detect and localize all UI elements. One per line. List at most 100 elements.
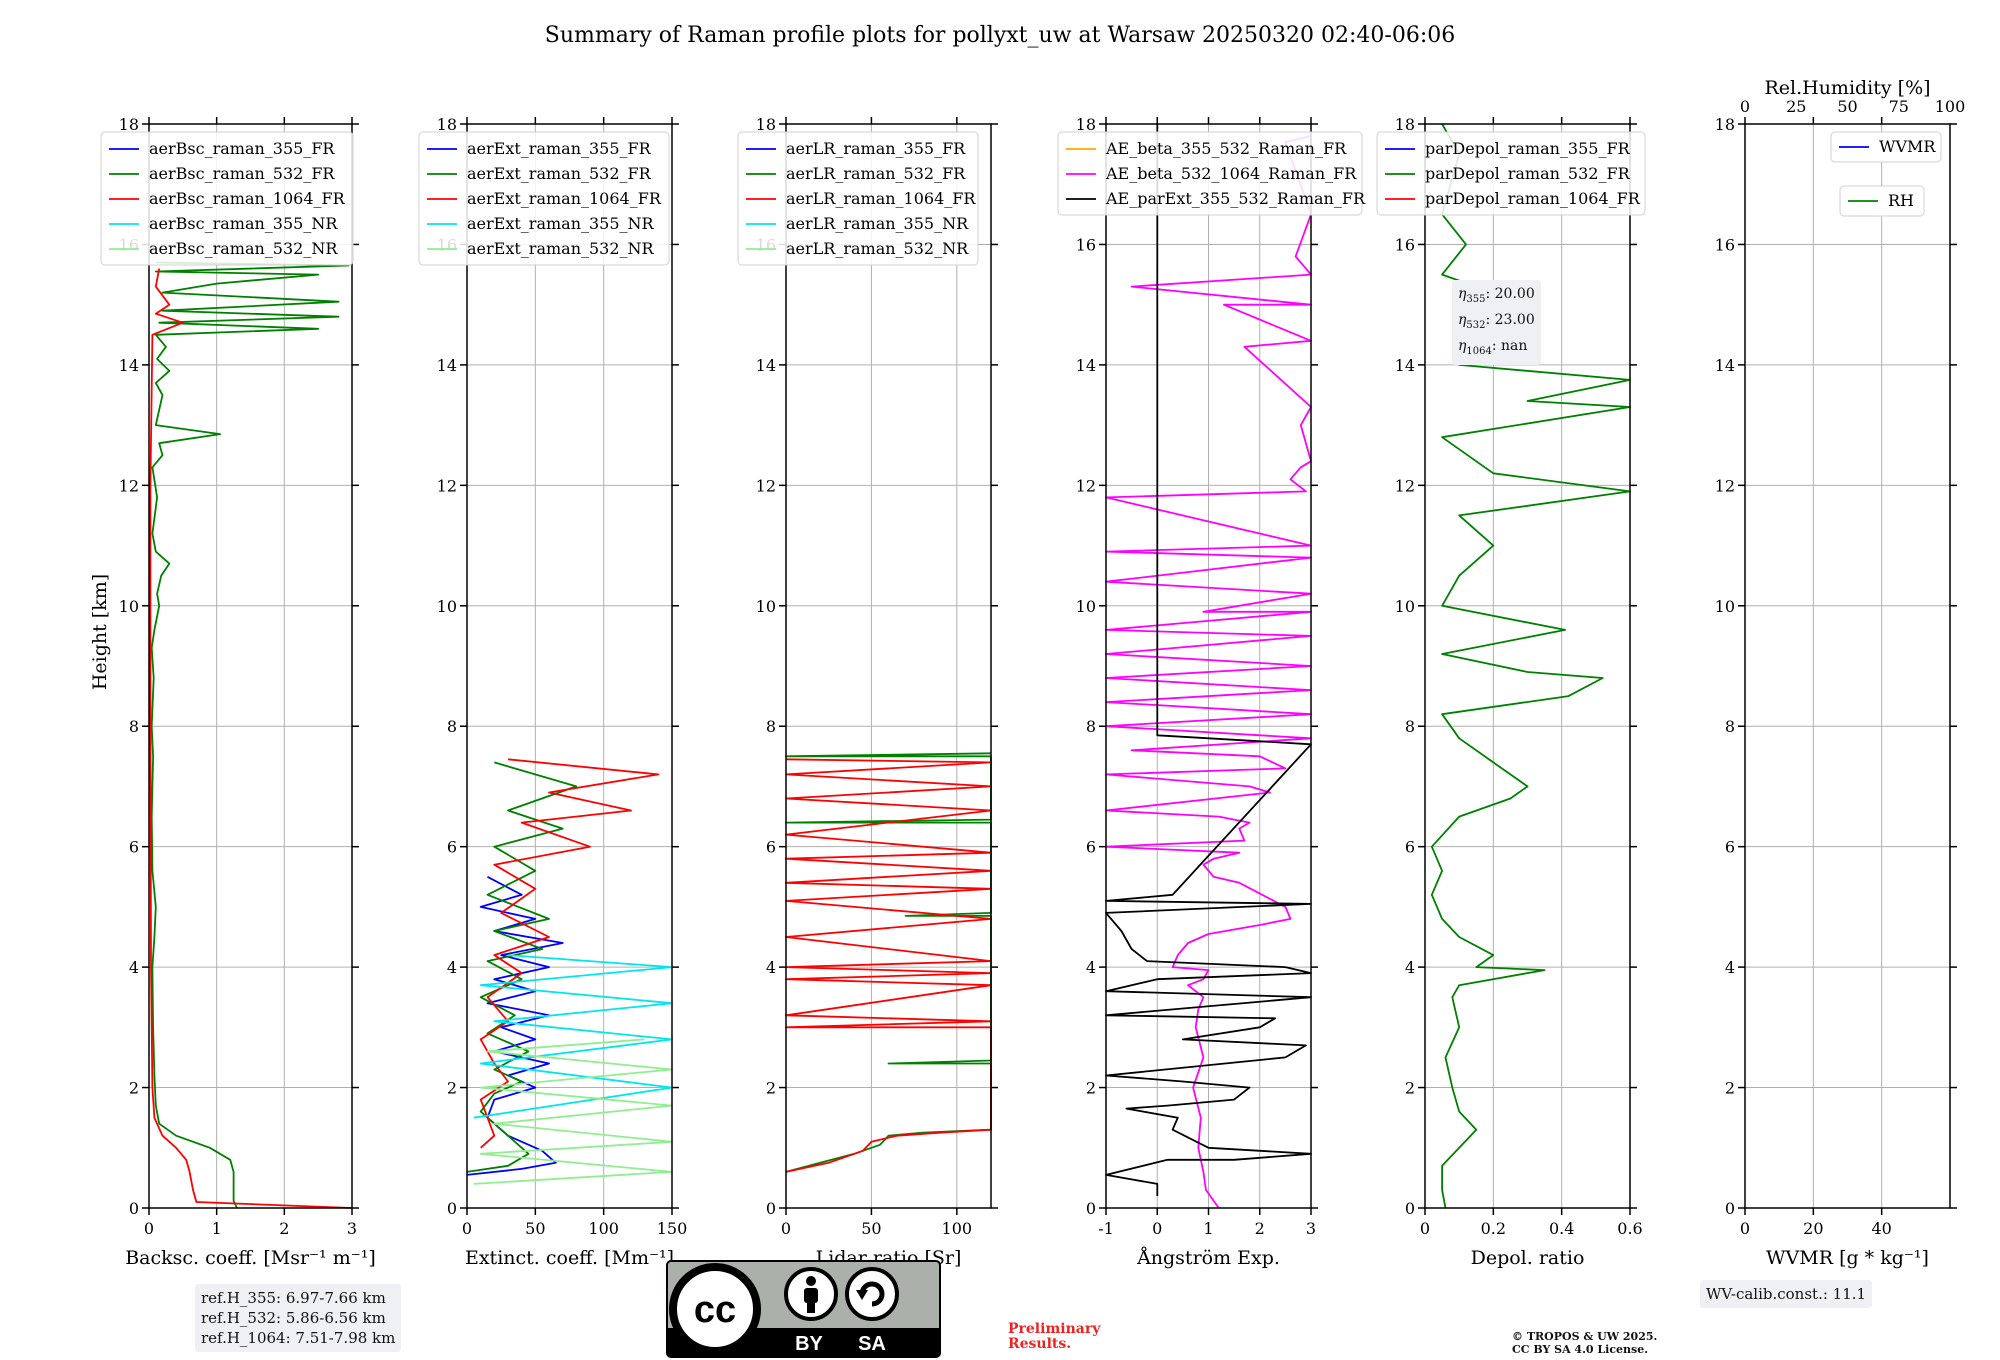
eta-1064: η1064: nan <box>1458 337 1528 357</box>
x-axis-label: Extinct. coeff. [Mm⁻¹] <box>465 1247 674 1269</box>
axes-frame <box>785 123 992 1209</box>
wv-calib-text: WV-calib.const.: 11.1 <box>1706 1285 1867 1303</box>
by-text: BY <box>795 1333 823 1355</box>
legend-box <box>100 131 354 266</box>
x-axis-label: Depol. ratio <box>1471 1247 1585 1269</box>
legend-entry: aerLR_raman_532_NR <box>786 239 969 258</box>
sa-share-alike-icon <box>845 1267 899 1321</box>
y-tick-label: 14 <box>1395 356 1415 375</box>
legend-entry: parDepol_raman_532_FR <box>1425 164 1631 183</box>
series-line-aerBsc_raman_1064_FR <box>149 268 353 1209</box>
y-tick-label: 10 <box>437 597 457 616</box>
legend-entry: aerLR_raman_1064_FR <box>786 189 976 208</box>
y-tick-label: 0 <box>129 1199 139 1218</box>
x-tick-label: 20 <box>1803 1219 1823 1238</box>
top-x-tick-label: 25 <box>1786 97 1806 116</box>
y-tick-label: 6 <box>447 838 457 857</box>
series-line-aerBsc_raman_532_FR <box>150 261 350 1209</box>
y-tick-label: 18 <box>437 115 457 134</box>
top-x-tick-label: 0 <box>1740 97 1750 116</box>
y-tick-label: 4 <box>1405 958 1415 977</box>
panel-5: 0 2 4 6 8 10 12 14 16 18 0 0.2 0.4 0.6 Depol. ratio par… <box>1376 115 1646 1269</box>
y-tick-label: 18 <box>119 115 139 134</box>
legend-box <box>737 131 979 266</box>
legend-entry: aerExt_raman_355_FR <box>467 139 652 158</box>
legend-entry: aerBsc_raman_355_FR <box>149 139 335 158</box>
eta-355: η355: 20.00 <box>1458 286 1535 305</box>
y-tick-label: 4 <box>1725 958 1735 977</box>
cc-icon <box>669 1263 761 1355</box>
axes-frame <box>1105 123 1312 1209</box>
y-tick-label: 0 <box>447 1199 457 1218</box>
x-tick-label: 0 <box>462 1219 472 1238</box>
x-tick-label: 3 <box>347 1219 357 1238</box>
legend-box <box>1830 131 1942 163</box>
y-tick-label: 2 <box>1405 1079 1415 1098</box>
x-tick-label: 50 <box>525 1219 545 1238</box>
x-tick-label: 150 <box>657 1219 688 1238</box>
legend-entry: aerBsc_raman_1064_FR <box>149 189 346 208</box>
y-tick-label: 8 <box>129 717 139 736</box>
ref-h-355: ref.H_355: 6.97-7.66 km <box>201 1289 386 1307</box>
legend-entry: AE_beta_355_532_Raman_FR <box>1105 139 1347 158</box>
top-x-tick-label: 75 <box>1889 97 1909 116</box>
panel-6: 0 2 4 6 8 10 12 14 16 18 0 20 40 WVMR [g * kg⁻¹] 0 25 50… <box>1715 77 1966 1269</box>
y-tick-label: 0 <box>1405 1199 1415 1218</box>
y-tick-label: 4 <box>1086 958 1096 977</box>
x-tick-label: 0.2 <box>1481 1219 1506 1238</box>
y-tick-label: 16 <box>1715 235 1735 254</box>
axes-frame <box>1424 123 1631 1209</box>
x-tick-label: 0 <box>144 1219 154 1238</box>
y-tick-label: 18 <box>1076 115 1096 134</box>
y-tick-label: 8 <box>766 717 776 736</box>
y-tick-label: 0 <box>1086 1199 1096 1218</box>
axes-frame <box>466 123 673 1209</box>
legend-entry: aerLR_raman_355_FR <box>786 139 966 158</box>
cc-text: cc <box>694 1289 736 1331</box>
legend-entry: aerLR_raman_355_NR <box>786 214 969 233</box>
y-tick-label: 18 <box>1715 115 1735 134</box>
y-tick-label: 10 <box>1715 597 1735 616</box>
axes-frame <box>148 123 353 1209</box>
y-tick-label: 14 <box>119 356 139 375</box>
y-tick-label: 6 <box>1725 838 1735 857</box>
x-tick-label: 1 <box>1203 1219 1213 1238</box>
x-tick-label: 0 <box>781 1219 791 1238</box>
legend-entry: AE_parExt_355_532_Raman_FR <box>1105 189 1366 208</box>
x-axis-label: Ångström Exp. <box>1136 1247 1280 1269</box>
x-tick-label: 0 <box>1740 1219 1750 1238</box>
y-tick-label: 2 <box>447 1079 457 1098</box>
y-tick-label: 8 <box>1725 717 1735 736</box>
series-line-aerExt_raman_355_NR <box>473 954 673 1119</box>
x-tick-label: 2 <box>1255 1219 1265 1238</box>
wv-calib-box: WV-calib.const.: 11.1 <box>1700 1280 1873 1308</box>
legend-entry: AE_beta_532_1064_Raman_FR <box>1105 164 1357 183</box>
x-tick-label: 3 <box>1306 1219 1316 1238</box>
x-tick-label: 100 <box>942 1219 973 1238</box>
legend-entry: aerBsc_raman_532_NR <box>149 239 338 258</box>
legend-entry: aerBsc_raman_532_FR <box>149 164 335 183</box>
y-tick-label: 6 <box>1086 838 1096 857</box>
y-tick-label: 8 <box>1405 717 1415 736</box>
series-line-aerExt_raman_355_FR <box>466 876 564 1176</box>
y-tick-label: 14 <box>1715 356 1735 375</box>
reference-height-box: ref.H_355: 6.97-7.66 km ref.H_532: 5.86-… <box>195 1284 402 1352</box>
top-x-tick-label: 50 <box>1837 97 1857 116</box>
legend-entry: aerExt_raman_532_FR <box>467 164 652 183</box>
legend-entry: parDepol_raman_355_FR <box>1425 139 1631 158</box>
panels: 0246810121416180123Backsc. coeff. [Msr⁻¹… <box>100 77 1966 1269</box>
y-tick-label: 4 <box>129 958 139 977</box>
y-tick-label: 16 <box>1076 235 1096 254</box>
y-tick-label: 12 <box>1076 476 1096 495</box>
eta-box: η355: 20.00 η532: 23.00 η1064: nan <box>1452 280 1541 366</box>
y-tick-label: 10 <box>756 597 776 616</box>
x-axis-label: Backsc. coeff. [Msr⁻¹ m⁻¹] <box>125 1247 376 1269</box>
y-tick-label: 12 <box>1395 476 1415 495</box>
x-tick-label: 0.6 <box>1617 1219 1642 1238</box>
y-tick-label: 12 <box>756 476 776 495</box>
legend-entry: aerExt_raman_532_NR <box>467 239 655 258</box>
y-tick-label: 8 <box>1086 717 1096 736</box>
legend-box <box>1057 131 1363 216</box>
